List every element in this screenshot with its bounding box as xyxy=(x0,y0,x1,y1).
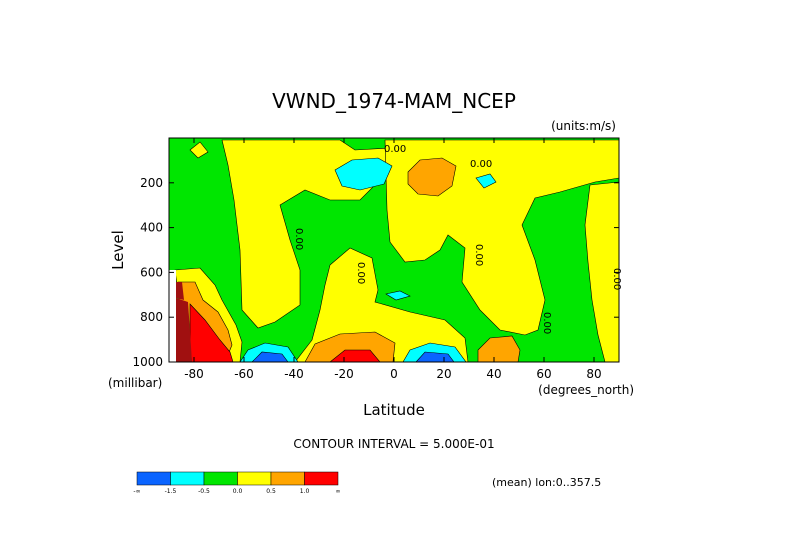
contour-label: 0.00 xyxy=(384,144,406,155)
region-low xyxy=(385,290,411,301)
region-positive xyxy=(584,181,619,362)
region-extreme xyxy=(176,298,192,362)
y-tick-label: 1000 xyxy=(132,355,163,369)
y-tick-label: 400 xyxy=(140,221,163,235)
region-missing xyxy=(169,270,176,362)
y-unit-label: (millibar) xyxy=(108,376,162,390)
region-high xyxy=(407,157,457,197)
contour-label: 0.00 xyxy=(611,268,622,290)
x-tick-label: -60 xyxy=(234,367,254,381)
y-axis-label: Level xyxy=(109,230,127,270)
region-min xyxy=(251,351,289,362)
region-positive xyxy=(189,141,209,159)
x-tick-label: -40 xyxy=(284,367,304,381)
contour-field xyxy=(169,138,619,362)
region-low xyxy=(334,157,393,191)
legend-tick-label: 0.5 xyxy=(266,488,276,495)
x-tick-label: -80 xyxy=(184,367,204,381)
x-axis: -80 -60 -40 -20 0 20 40 60 80 xyxy=(184,138,602,381)
y-tick-label: 200 xyxy=(140,176,163,190)
region-max xyxy=(329,349,381,362)
legend-tick-label: -0.5 xyxy=(198,488,210,495)
color-legend: -∞ -1.5 -0.5 0.0 0.5 1.0 ∞ xyxy=(133,471,341,495)
legend-tick-label: ∞ xyxy=(336,488,341,495)
chart-title: VWND_1974-MAM_NCEP xyxy=(272,89,516,113)
contour-label: 0.00 xyxy=(541,312,552,334)
units-label: (units:m/s) xyxy=(551,119,616,133)
legend-tick-label: 1.0 xyxy=(300,488,310,495)
region-extreme xyxy=(176,282,184,300)
contour-interval-label: CONTOUR INTERVAL = 5.000E-01 xyxy=(293,437,494,451)
legend-tick-label: -1.5 xyxy=(165,488,177,495)
x-tick-label: -20 xyxy=(334,367,354,381)
legend-swatch xyxy=(237,471,272,486)
contour-label: 0.00 xyxy=(473,244,484,266)
legend-swatch xyxy=(203,471,238,486)
legend-tick-label: 0.0 xyxy=(233,488,243,495)
contour-label: 0.00 xyxy=(470,159,492,170)
contour-label: 0.00 xyxy=(355,262,366,284)
y-tick-label: 600 xyxy=(140,265,163,279)
y-axis: 200 400 600 800 1000 xyxy=(132,176,619,369)
x-tick-label: 80 xyxy=(586,367,601,381)
legend-swatch xyxy=(170,471,205,486)
legend-tick-label: -∞ xyxy=(133,488,140,495)
x-tick-label: 20 xyxy=(436,367,451,381)
legend-swatch xyxy=(136,471,171,486)
x-tick-label: 40 xyxy=(486,367,501,381)
y-tick-label: 800 xyxy=(140,310,163,324)
x-axis-label: Latitude xyxy=(363,401,425,419)
contour-labels: 0.00 0.00 0.00 0.00 0.00 0.00 0.00 xyxy=(293,144,622,334)
x-tick-label: 60 xyxy=(536,367,551,381)
mean-lon-note: (mean) lon:0..357.5 xyxy=(492,476,601,489)
region-positive xyxy=(294,247,469,362)
region-high xyxy=(477,335,521,362)
legend-swatch xyxy=(270,471,305,486)
x-tick-label: 0 xyxy=(390,367,398,381)
contour-label: 0.00 xyxy=(293,228,304,250)
region-low xyxy=(475,173,497,189)
legend-swatch xyxy=(304,471,339,486)
region-max xyxy=(189,303,234,362)
x-unit-label: (degrees_north) xyxy=(538,383,634,397)
